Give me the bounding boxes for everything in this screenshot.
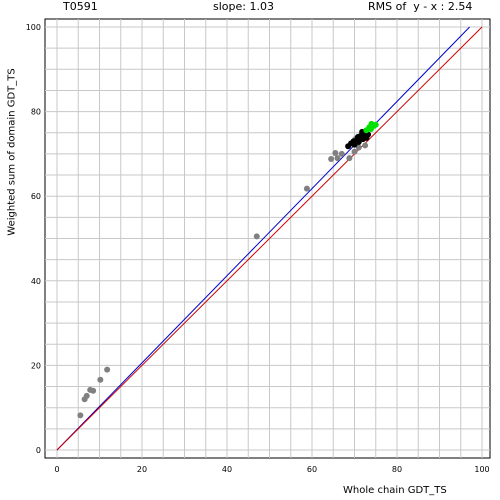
data-point	[351, 148, 358, 155]
data-point	[351, 141, 358, 148]
data-point	[368, 125, 375, 132]
x-tick-label: 0	[54, 465, 59, 474]
data-point	[355, 144, 362, 151]
x-tick-label: 80	[392, 465, 402, 474]
tick-labels: 0 20 40 60 80 100 0 20 40 60 80 100	[26, 23, 490, 474]
x-tick-label: 20	[137, 465, 147, 474]
data-point	[83, 392, 90, 399]
x-tick-label: 100	[474, 465, 489, 474]
x-tick-label: 60	[307, 465, 317, 474]
data-point	[328, 155, 335, 162]
data-point	[104, 366, 111, 373]
data-point	[334, 155, 341, 162]
data-point	[356, 134, 363, 141]
reference-lines	[56, 26, 483, 451]
y-tick-label: 100	[26, 23, 41, 32]
y-tick-label: 20	[31, 361, 41, 370]
data-point	[90, 387, 97, 394]
data-point	[346, 155, 353, 162]
y-tick-label: 60	[31, 192, 41, 201]
data-point	[338, 150, 345, 157]
reference-line	[56, 26, 483, 451]
x-tick-label: 40	[222, 465, 232, 474]
y-tick-label: 40	[31, 277, 41, 286]
data-point	[97, 376, 104, 383]
slope-readout: slope: 1.03	[213, 0, 274, 13]
rms-readout: RMS of y - x : 2.54	[368, 0, 473, 13]
target-id: T0591	[63, 0, 98, 13]
data-point	[77, 412, 84, 419]
data-point	[303, 185, 310, 192]
data-point	[332, 150, 339, 157]
y-tick-label: 80	[31, 108, 41, 117]
data-point	[362, 142, 369, 149]
x-axis-label: Whole chain GDT_TS	[343, 485, 447, 496]
reference-line	[56, 26, 470, 451]
data-point	[253, 233, 260, 240]
y-axis-label: Weighted sum of domain GDT_TS	[6, 68, 18, 236]
y-tick-label: 0	[36, 446, 41, 455]
data-point	[372, 121, 379, 128]
data-points	[77, 120, 379, 419]
